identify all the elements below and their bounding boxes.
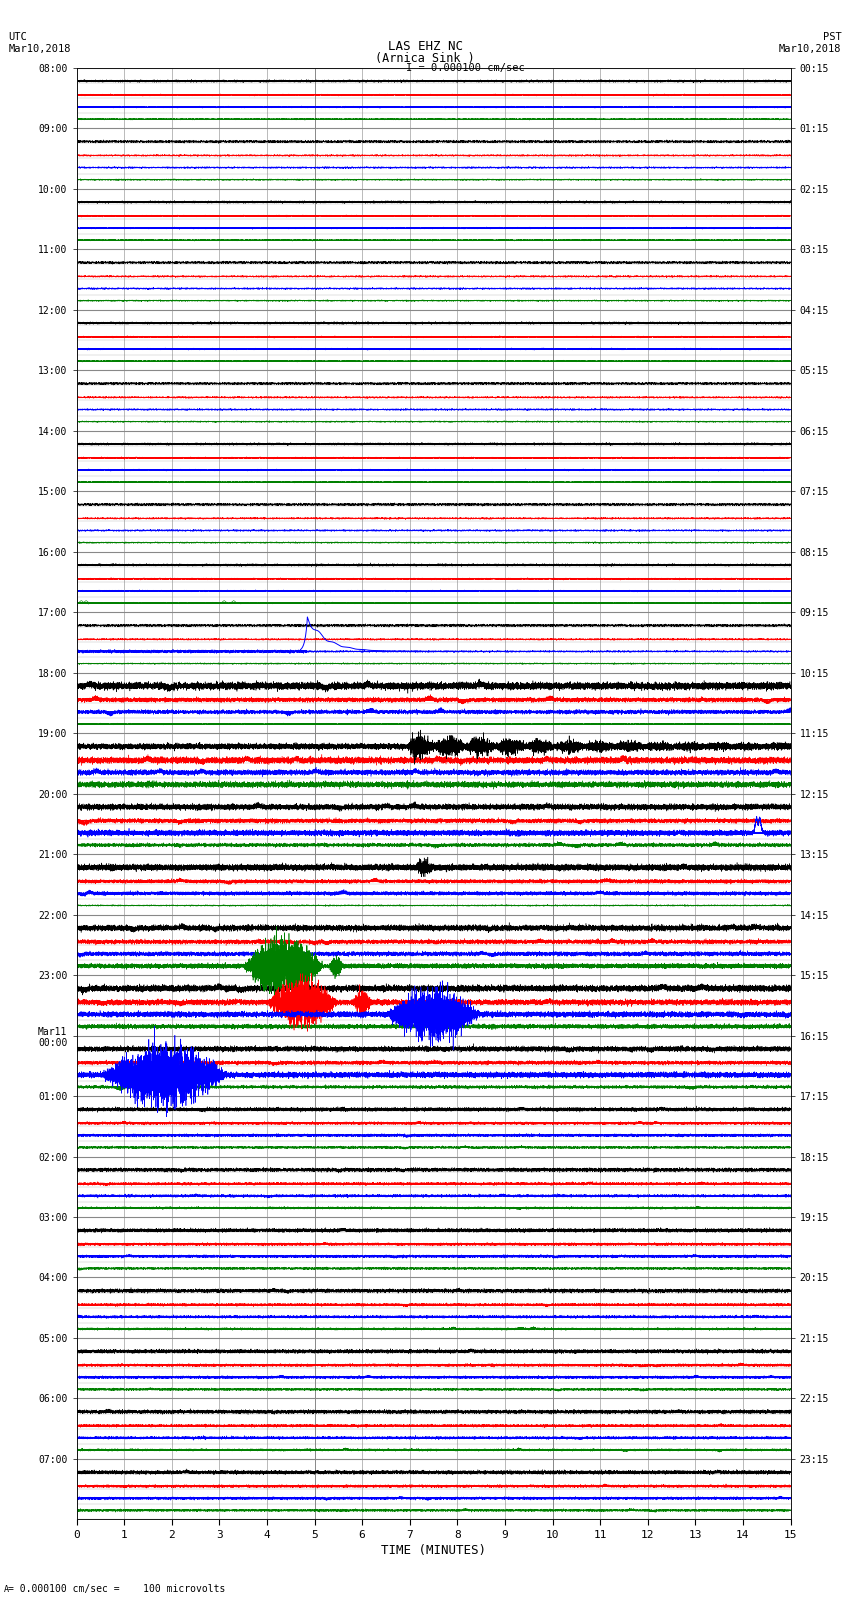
X-axis label: TIME (MINUTES): TIME (MINUTES) xyxy=(381,1544,486,1557)
Text: Mar10,2018: Mar10,2018 xyxy=(8,44,71,53)
Text: I = 0.000100 cm/sec: I = 0.000100 cm/sec xyxy=(406,63,525,73)
Text: UTC: UTC xyxy=(8,32,27,42)
Text: = 0.000100 cm/sec =    100 microvolts: = 0.000100 cm/sec = 100 microvolts xyxy=(8,1584,226,1594)
Text: A: A xyxy=(4,1584,9,1594)
Text: Mar10,2018: Mar10,2018 xyxy=(779,44,842,53)
Text: LAS EHZ NC: LAS EHZ NC xyxy=(388,40,462,53)
Text: PST: PST xyxy=(823,32,842,42)
Text: (Arnica Sink ): (Arnica Sink ) xyxy=(375,52,475,65)
